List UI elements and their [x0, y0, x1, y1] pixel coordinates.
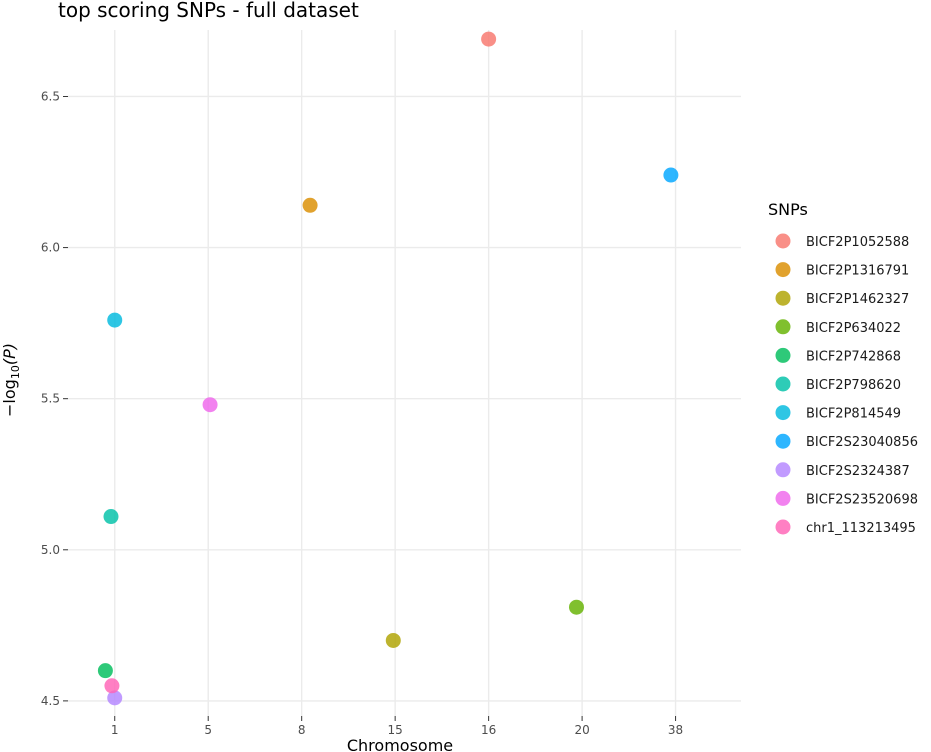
legend-items: BICF2P1052588 BICF2P1316791 BICF2P1462327 B… — [775, 233, 918, 536]
y-axis-title-subscript: 10 — [9, 365, 22, 379]
data-point — [302, 197, 318, 213]
data-point — [481, 31, 497, 47]
y-tick-label: 4.5 — [41, 694, 60, 708]
data-point — [97, 663, 113, 679]
legend-label: BICF2P634022 — [806, 321, 901, 336]
legend-item: chr1_113213495 — [775, 519, 916, 536]
legend-item: BICF2P1462327 — [775, 290, 909, 307]
legend-item: BICF2P814549 — [775, 405, 901, 422]
data-points — [97, 31, 679, 706]
data-point — [202, 397, 218, 413]
legend-key — [775, 319, 791, 335]
legend-key — [775, 519, 791, 535]
legend-label: BICF2S23520698 — [806, 492, 918, 507]
legend-key — [775, 462, 791, 478]
legend-item: BICF2P1052588 — [775, 233, 909, 250]
legend-item: BICF2P1316791 — [775, 262, 909, 279]
legend-item: BICF2S23520698 — [775, 490, 918, 507]
legend-label: BICF2S2324387 — [806, 464, 910, 479]
y-axis-title-variable: (P) — [0, 343, 19, 365]
legend-label: BICF2P1462327 — [806, 292, 909, 307]
data-point — [103, 509, 119, 525]
legend-item: BICF2P798620 — [775, 376, 901, 393]
legend-key — [775, 405, 791, 421]
x-axis: 1 5 8 15 16 20 38 — [111, 716, 683, 737]
y-tick-label: 6.0 — [41, 241, 60, 255]
data-point — [104, 678, 120, 694]
x-tick-label: 1 — [111, 723, 119, 737]
legend-key — [775, 490, 791, 506]
legend-title: SNPs — [768, 200, 808, 219]
legend-item: BICF2P742868 — [775, 347, 901, 364]
x-tick-label: 8 — [298, 723, 306, 737]
chart-title: top scoring SNPs - full dataset — [58, 0, 359, 22]
x-tick-label: 16 — [481, 723, 496, 737]
legend-key — [775, 262, 791, 278]
x-tick-label: 20 — [574, 723, 589, 737]
legend-key — [775, 433, 791, 449]
legend-item: BICF2P634022 — [775, 319, 901, 336]
legend-key — [775, 233, 791, 249]
y-axis-title-main: −log — [0, 379, 19, 417]
legend-label: BICF2P742868 — [806, 349, 901, 364]
legend-label: BICF2P1052588 — [806, 235, 909, 250]
data-point — [385, 632, 401, 648]
plot-panel — [68, 30, 741, 716]
data-point — [663, 167, 679, 183]
legend-item: BICF2S23040856 — [775, 433, 918, 450]
legend-label: BICF2P814549 — [806, 407, 901, 422]
legend-label: BICF2P1316791 — [806, 264, 909, 279]
x-tick-label: 38 — [668, 723, 683, 737]
legend-label: chr1_113213495 — [806, 521, 916, 536]
legend: SNPs BICF2P1052588 BICF2P1316791 BICF2P146… — [768, 200, 918, 536]
legend-key — [775, 290, 791, 306]
legend-label: BICF2S23040856 — [806, 435, 918, 450]
y-tick-label: 6.5 — [41, 89, 60, 103]
legend-item: BICF2S2324387 — [775, 462, 910, 479]
legend-label: BICF2P798620 — [806, 378, 901, 393]
legend-key — [775, 347, 791, 363]
y-tick-label: 5.5 — [41, 392, 60, 406]
y-axis: 4.5 5.0 5.5 6.0 6.5 — [41, 89, 68, 708]
y-tick-label: 5.0 — [41, 543, 60, 557]
x-tick-label: 5 — [204, 723, 212, 737]
x-axis-title: Chromosome — [347, 736, 453, 752]
data-point — [107, 690, 123, 706]
y-axis-title: −log10(P) — [0, 343, 22, 417]
x-tick-label: 15 — [388, 723, 403, 737]
data-point — [107, 312, 123, 328]
data-point — [568, 599, 584, 615]
legend-key — [775, 376, 791, 392]
